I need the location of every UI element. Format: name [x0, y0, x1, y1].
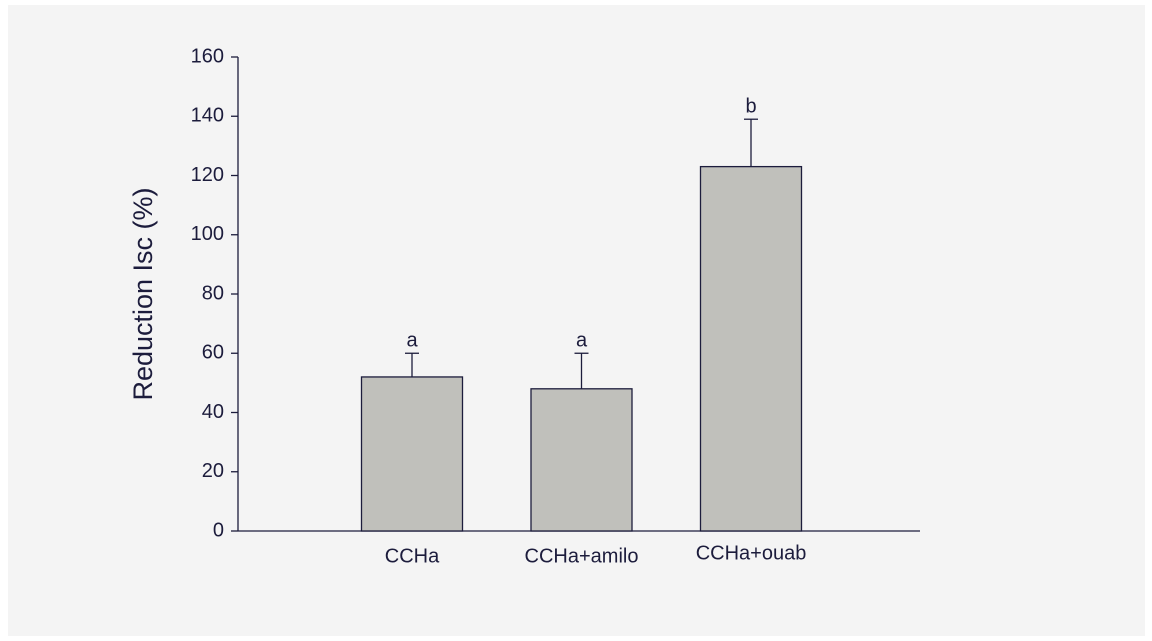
y-tick-label: 160 [191, 45, 224, 67]
y-tick-label: 20 [202, 460, 224, 482]
significance-label: a [576, 330, 588, 352]
x-tick-label: CCHa+amilo [525, 545, 639, 567]
bar [360, 376, 464, 532]
y-tick-label: 120 [191, 164, 224, 186]
y-tick-label: 140 [191, 105, 224, 127]
y-tick-label: 40 [202, 401, 224, 423]
x-tick-label: CCHa+ouab [696, 542, 807, 564]
y-tick-label: 80 [202, 282, 224, 304]
y-tick-label: 0 [213, 519, 224, 541]
y-tick-label: 60 [202, 342, 224, 364]
y-tick-label: 100 [191, 223, 224, 245]
bar [699, 165, 803, 532]
bar [530, 388, 633, 532]
significance-label: a [406, 330, 418, 352]
panel [8, 5, 1145, 636]
significance-label: b [745, 95, 756, 117]
x-tick-label: CCHa [385, 545, 440, 567]
y-axis-label: Reduction Isc (%) [128, 187, 158, 400]
